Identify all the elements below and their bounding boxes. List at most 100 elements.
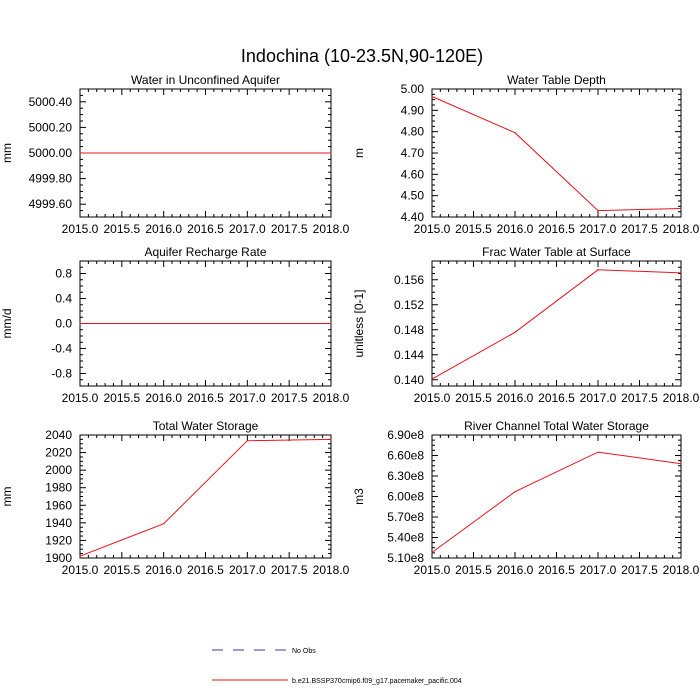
x-tick-label: 2015.5 xyxy=(455,563,492,577)
x-tick-label: 2016.5 xyxy=(538,563,575,577)
x-tick-label: 2018.0 xyxy=(313,391,350,405)
y-tick-label: 4.90 xyxy=(401,103,425,117)
y-tick-label: 2000 xyxy=(45,463,72,477)
data-point xyxy=(514,331,516,333)
x-tick-label: 2017.5 xyxy=(271,222,308,236)
y-tick-label: 1960 xyxy=(45,498,72,512)
x-tick-label: 2016.5 xyxy=(187,222,224,236)
y-tick-label: -0.8 xyxy=(51,367,72,381)
panels: Water in Unconfined Aquifer mm 2015.0 2015.… xyxy=(0,73,700,577)
data-point xyxy=(163,322,165,325)
x-tick-label: 2017.0 xyxy=(580,222,617,236)
data-point xyxy=(330,322,332,325)
x-tick-label: 2017.5 xyxy=(271,563,308,577)
data-point xyxy=(597,210,599,212)
x-tick-label: 2018.0 xyxy=(663,222,700,236)
y-tick-label: 6.90e8 xyxy=(387,428,424,442)
plot-frame xyxy=(431,260,682,387)
x-tick-label: 2015.5 xyxy=(103,563,140,577)
data-point xyxy=(597,269,599,271)
y-tick-label: 0.148 xyxy=(394,323,424,337)
series-line xyxy=(431,269,682,380)
y-axis-label: m xyxy=(352,148,366,158)
data-point xyxy=(514,132,516,134)
y-tick-label: 0.152 xyxy=(394,298,424,312)
y-tick-label: 5000.40 xyxy=(29,95,73,109)
x-tick-label: 2017.5 xyxy=(621,391,658,405)
y-tick-label: 0.8 xyxy=(55,267,72,281)
y-axis-label: mm/d xyxy=(0,309,14,339)
series-line xyxy=(431,451,682,553)
figure-title: Indochina (10-23.5N,90-120E) xyxy=(241,46,483,66)
y-tick-label: 5.00 xyxy=(401,82,425,96)
data-point xyxy=(680,207,682,210)
y-axis-label: mm xyxy=(0,487,14,507)
data-point xyxy=(330,438,332,440)
y-tick-label: 2020 xyxy=(45,446,72,460)
y-tick-label: 5.40e8 xyxy=(387,531,424,545)
y-tick-label: 4.60 xyxy=(401,167,425,181)
x-tick-label: 2017.0 xyxy=(229,563,266,577)
data-point xyxy=(330,152,332,154)
x-tick-label: 2017.5 xyxy=(621,222,658,236)
data-point xyxy=(431,378,433,380)
y-tick-label: 4.80 xyxy=(401,125,425,139)
data-point xyxy=(163,523,165,525)
y-tick-label: 1940 xyxy=(45,516,72,530)
y-tick-label: 4.50 xyxy=(401,189,425,203)
x-tick-label: 2018.0 xyxy=(313,222,350,236)
y-tick-label: 4.40 xyxy=(401,210,425,224)
panel-title: Water Table Depth xyxy=(507,73,606,87)
y-tick-label: 5000.20 xyxy=(29,120,73,134)
y-tick-label: 0.156 xyxy=(394,273,424,287)
y-tick-label: 6.60e8 xyxy=(387,449,424,463)
panel-1: Water in Unconfined Aquifer mm 2015.0 2015.… xyxy=(0,73,350,236)
series-line xyxy=(79,438,332,557)
panel-5: Total Water Storage mm 2015.0 2015.5 2016.0 2… xyxy=(0,419,350,577)
data-point xyxy=(597,451,599,453)
x-tick-label: 2015.0 xyxy=(414,563,451,577)
x-tick-label: 2017.5 xyxy=(621,563,658,577)
x-tick-label: 2015.0 xyxy=(62,222,99,236)
x-tick-label: 2015.0 xyxy=(414,391,451,405)
x-tick-label: 2015.5 xyxy=(103,222,140,236)
panel-title: River Channel Total Water Storage xyxy=(464,419,649,433)
legend: No Obs b.e21.BSSP370cmip6.f09_g17.pacema… xyxy=(212,648,462,685)
y-tick-label: 4999.60 xyxy=(29,197,73,211)
y-tick-label: 1900 xyxy=(45,551,72,565)
data-point xyxy=(246,440,248,442)
panel-4: Frac Water Table at Surface unitless [0-1… xyxy=(352,245,700,405)
y-tick-label: 4.70 xyxy=(401,146,425,160)
y-tick-label: 0.4 xyxy=(55,292,72,306)
data-point xyxy=(79,152,81,154)
x-tick-label: 2017.0 xyxy=(229,222,266,236)
data-point xyxy=(680,272,682,274)
panel-title: Total Water Storage xyxy=(153,419,259,433)
panel-6: River Channel Total Water Storage m3 2015.… xyxy=(352,419,700,577)
x-tick-label: 2015.0 xyxy=(62,391,99,405)
data-point xyxy=(163,152,165,154)
x-tick-label: 2016.0 xyxy=(145,563,182,577)
y-tick-label: 6.00e8 xyxy=(387,490,424,504)
y-axis-label: m3 xyxy=(352,488,366,505)
data-point xyxy=(431,551,433,554)
x-tick-label: 2018.0 xyxy=(313,563,350,577)
panel-title: Water in Unconfined Aquifer xyxy=(131,73,280,87)
x-tick-label: 2018.0 xyxy=(663,563,700,577)
y-axis-label: unitless [0-1] xyxy=(352,289,366,357)
x-tick-label: 2017.0 xyxy=(229,391,266,405)
data-point xyxy=(246,322,248,325)
x-tick-label: 2016.5 xyxy=(538,222,575,236)
x-tick-label: 2015.5 xyxy=(455,222,492,236)
x-tick-label: 2016.5 xyxy=(538,391,575,405)
y-tick-label: 2040 xyxy=(45,428,72,442)
x-tick-label: 2017.0 xyxy=(580,391,617,405)
series-line xyxy=(431,96,682,212)
plot-frame xyxy=(79,434,332,559)
panel-2: Water Table Depth m 2015.0 2015.5 2016.0 2016… xyxy=(352,73,700,236)
x-tick-label: 2015.5 xyxy=(455,391,492,405)
y-tick-label: 5000.00 xyxy=(29,146,73,160)
x-tick-label: 2016.0 xyxy=(497,391,534,405)
x-tick-label: 2016.5 xyxy=(187,391,224,405)
